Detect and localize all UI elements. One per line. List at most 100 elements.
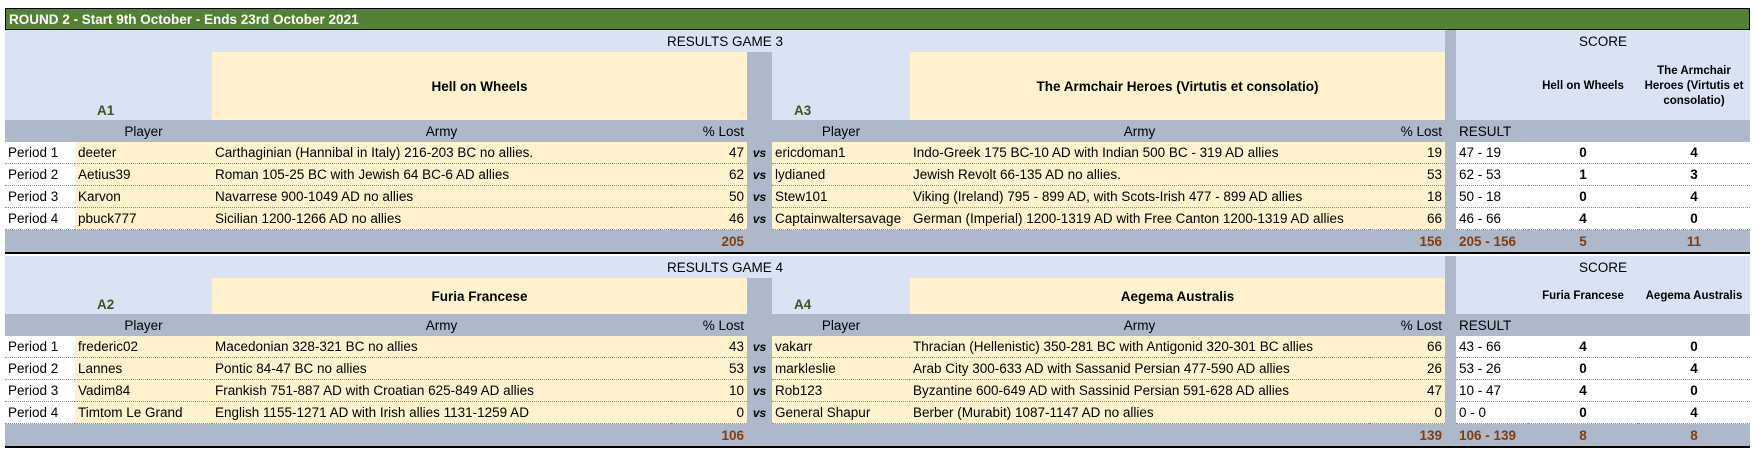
score-heading: SCORE (1578, 33, 1627, 49)
column-header: % Lost (1400, 123, 1442, 139)
total: 156 (1419, 233, 1442, 249)
total: 205 (721, 233, 744, 249)
column-header: Player (821, 317, 861, 333)
army: Jewish Revolt 66-135 AD no allies. (910, 164, 1369, 186)
player: lydianed (772, 164, 910, 186)
separator (1445, 278, 1456, 314)
percent-lost: 66 (1369, 208, 1445, 230)
percent-lost: 19 (1369, 142, 1445, 164)
team-code: A4 (794, 297, 812, 312)
period: Period 3 (5, 380, 75, 402)
separator (1445, 142, 1456, 164)
column-header: % Lost (702, 123, 744, 139)
army: Arab City 300-633 AD with Sassanid Persi… (910, 358, 1369, 380)
percent-lost: 43 (671, 336, 747, 358)
period: Period 2 (5, 164, 75, 186)
army: Carthaginian (Hannibal in Italy) 216-203… (212, 142, 671, 164)
player: Stew101 (772, 186, 910, 208)
score: 3 (1638, 164, 1750, 186)
score-team: Aegema Australis (1645, 289, 1743, 302)
score: 4 (1528, 380, 1638, 402)
game-heading: RESULTS GAME 3 (666, 33, 784, 49)
column-header: RESULT (1459, 317, 1512, 333)
period: Period 1 (5, 142, 75, 164)
score-team: The Armchair Heroes (Virtutis et consola… (1644, 64, 1744, 107)
result: 0 - 0 (1456, 402, 1528, 424)
player: Rob123 (772, 380, 910, 402)
column-header: Army (1123, 123, 1156, 139)
vs-label: vs (747, 164, 772, 186)
player: vakarr (772, 336, 910, 358)
score: 4 (1638, 358, 1750, 380)
army: Thracian (Hellenistic) 350-281 BC with A… (910, 336, 1369, 358)
score: 0 (1528, 186, 1638, 208)
player: Timtom Le Grand (75, 402, 212, 424)
player: General Shapur (772, 402, 910, 424)
separator (1445, 30, 1456, 52)
score: 0 (1528, 358, 1638, 380)
column-header: Player (821, 123, 861, 139)
team-name: Aegema Australis (910, 278, 1445, 314)
game-heading: RESULTS GAME 4 (666, 259, 784, 275)
total: 11 (1686, 233, 1702, 249)
vs-label: vs (747, 142, 772, 164)
column-header: Army (425, 317, 458, 333)
column-header: RESULT (1459, 123, 1512, 139)
army: Indo-Greek 175 BC-10 AD with Indian 500 … (910, 142, 1369, 164)
vs-label: vs (747, 208, 772, 230)
score: 0 (1638, 380, 1750, 402)
score: 4 (1528, 336, 1638, 358)
score: 0 (1638, 336, 1750, 358)
separator (747, 278, 772, 314)
player: deeter (75, 142, 212, 164)
score: 1 (1528, 164, 1638, 186)
player: Aetius39 (75, 164, 212, 186)
result: 50 - 18 (1456, 186, 1528, 208)
percent-lost: 0 (671, 402, 747, 424)
period: Period 1 (5, 336, 75, 358)
score: 0 (1528, 142, 1638, 164)
percent-lost: 62 (671, 164, 747, 186)
score-team: Furia Francese (1542, 289, 1624, 302)
column-header: Army (425, 123, 458, 139)
player: Lannes (75, 358, 212, 380)
separator (1445, 402, 1456, 424)
game-table: RESULTS GAME 4 SCORE A2 Furia Francese A4 Aeg… (5, 256, 1750, 448)
game-table: RESULTS GAME 3 SCORE A1 Hell on Wheels A3 The… (5, 30, 1750, 254)
player: pbuck777 (75, 208, 212, 230)
separator (1445, 186, 1456, 208)
percent-lost: 53 (1369, 164, 1445, 186)
column-header: Player (124, 123, 163, 139)
army: Navarrese 900-1049 AD no allies (212, 186, 671, 208)
period: Period 2 (5, 358, 75, 380)
percent-lost: 66 (1369, 336, 1445, 358)
army: Pontic 84-47 BC no allies (212, 358, 671, 380)
score-heading: SCORE (1578, 259, 1627, 275)
army: Sicilian 1200-1266 AD no allies (212, 208, 671, 230)
totals-band (5, 424, 1750, 446)
separator (747, 52, 772, 120)
vs-label: vs (747, 358, 772, 380)
score: 4 (1528, 208, 1638, 230)
percent-lost: 18 (1369, 186, 1445, 208)
result: 10 - 47 (1456, 380, 1528, 402)
header-band (5, 314, 1750, 336)
total: 139 (1419, 427, 1442, 443)
percent-lost: 53 (671, 358, 747, 380)
vs-label: vs (747, 186, 772, 208)
header-band (5, 120, 1750, 142)
total: 106 - 139 (1459, 427, 1517, 443)
separator (1445, 208, 1456, 230)
player: Karvon (75, 186, 212, 208)
score: 4 (1638, 186, 1750, 208)
percent-lost: 47 (1369, 380, 1445, 402)
period: Period 4 (5, 402, 75, 424)
result: 46 - 66 (1456, 208, 1528, 230)
separator (1445, 256, 1456, 278)
vs-label: vs (747, 402, 772, 424)
score: 0 (1528, 402, 1638, 424)
army: Berber (Murabit) 1087-1147 AD no allies (910, 402, 1369, 424)
percent-lost: 0 (1369, 402, 1445, 424)
percent-lost: 46 (671, 208, 747, 230)
team-code: A2 (97, 297, 115, 312)
